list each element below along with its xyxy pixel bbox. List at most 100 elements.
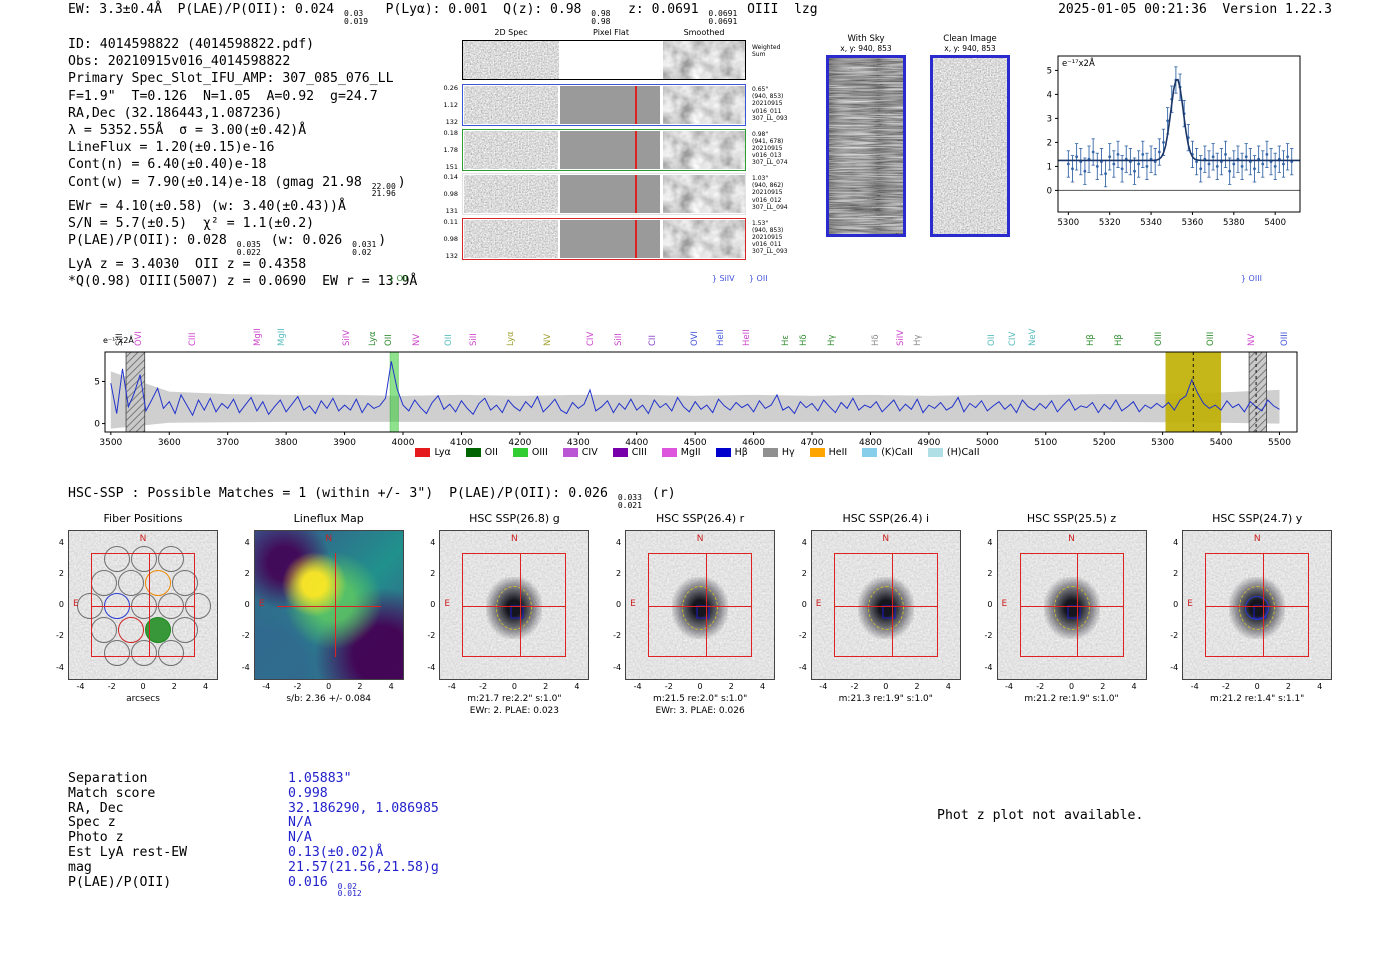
panel-caption: m:21.3 re:1.9" s:1.0" bbox=[838, 694, 933, 704]
x-tick-label: 4 bbox=[202, 682, 209, 691]
crosshair-vertical bbox=[334, 553, 336, 657]
noise-texture bbox=[464, 175, 558, 213]
x-tick-label: 4 bbox=[1131, 682, 1137, 691]
legend-label: Hβ bbox=[734, 447, 748, 458]
legend-item-civ: CIV bbox=[562, 447, 598, 458]
fiber-weight-value: 151 bbox=[445, 162, 458, 171]
legend-color-swatch bbox=[562, 448, 578, 457]
table-row-label: Separation bbox=[68, 771, 148, 786]
spectrum-y-axis-label: e⁻¹⁷x2Å bbox=[103, 336, 134, 345]
line-label-lyα: Lyα bbox=[368, 331, 379, 346]
svg-text:5300: 5300 bbox=[1058, 218, 1080, 228]
x-tick-label: 2 bbox=[1100, 682, 1106, 691]
fiber-pixelflat-image bbox=[560, 86, 660, 124]
panel-caption: m:21.2 re:1.9" s:1.0" bbox=[1024, 694, 1119, 704]
svg-text:4200: 4200 bbox=[508, 438, 531, 448]
x-tick-label: -4 bbox=[447, 682, 456, 691]
legend-color-swatch bbox=[415, 448, 431, 457]
line-label-heii: HeII bbox=[715, 329, 726, 346]
panel-title: HSC SSP(26.8) g bbox=[469, 512, 560, 525]
y-tick-label: 4 bbox=[244, 537, 250, 547]
legend-label: (H)CaII bbox=[946, 447, 980, 458]
y-tick-label: 2 bbox=[430, 568, 436, 578]
panel-title: Lineflux Map bbox=[293, 512, 364, 525]
table-row-label: Spec z bbox=[68, 815, 116, 831]
svg-text:0: 0 bbox=[1047, 186, 1052, 196]
info-line: Primary Spec_Slot_IFU_AMP: 307_085_076_L… bbox=[68, 71, 394, 87]
y-tick-label: 0 bbox=[244, 600, 250, 609]
fiber-weight-value: 0.18 bbox=[443, 128, 458, 137]
stacked-uncertainty: 0.98 0.98 bbox=[591, 10, 610, 25]
uncertainty-hi: 22.00 bbox=[371, 181, 396, 191]
panel-caption: EWr: 3. PLAE: 0.026 bbox=[655, 706, 745, 716]
panel-title: HSC SSP(25.5) z bbox=[1026, 512, 1117, 525]
legend-label: CIV bbox=[581, 447, 598, 458]
table-row-value: 0.016 0.02 0.012 bbox=[288, 874, 362, 899]
x-tick-label: -2 bbox=[107, 682, 116, 691]
line-label-nv: NV bbox=[1247, 333, 1258, 346]
fiber-pixelflat-image bbox=[560, 130, 660, 169]
fiber-weight-value: 1.78 bbox=[443, 145, 458, 154]
info-line: λ = 5352.55Å σ = 3.00(±0.42)Å bbox=[68, 123, 307, 139]
info-line: LineFlux = 1.20(±0.15)e-16 bbox=[68, 140, 275, 156]
compass-north-label: N bbox=[325, 534, 333, 544]
table-row-label: Match score bbox=[68, 785, 156, 801]
panel-caption: s/b: 2.36 +/- 0.084 bbox=[286, 694, 372, 704]
legend-label: HeII bbox=[828, 447, 848, 458]
legend-item-mgii: MgII bbox=[661, 447, 701, 458]
table-row-value: 21.57(21.56,21.58)g bbox=[288, 859, 439, 875]
panel-caption: m:21.2 re:1.4" s:1.1" bbox=[1210, 694, 1305, 704]
x-tick-label: 4 bbox=[760, 682, 766, 691]
line-group-label: } OII bbox=[748, 274, 768, 283]
table-row-value: 0.998 bbox=[288, 785, 328, 801]
x-tick-label: 2 bbox=[171, 682, 177, 691]
table-row-label: RA, Dec bbox=[68, 800, 124, 816]
fiber-weight-value: 132 bbox=[445, 251, 458, 260]
line-label-nev: NeV bbox=[1027, 328, 1038, 346]
legend-item-kcaii: (K)CaII bbox=[862, 447, 913, 458]
panel-caption: arcsecs bbox=[126, 694, 160, 704]
y-tick-label: -2 bbox=[798, 631, 807, 641]
svg-text:0: 0 bbox=[94, 420, 100, 430]
legend-label: Lyα bbox=[434, 447, 451, 458]
stacked-uncertainty: 0.031 0.02 bbox=[352, 241, 376, 256]
x-tick-label: -2 bbox=[293, 682, 302, 691]
svg-text:3700: 3700 bbox=[216, 438, 239, 448]
x-tick-label: -4 bbox=[633, 682, 642, 691]
full-spectrum-svg: 3500 3600 3700 3800 3900 4000 4100 4200 4300 4400… bbox=[94, 351, 1298, 448]
stacked-uncertainty: 0.02 0.012 bbox=[337, 881, 362, 898]
y-tick-label: -4 bbox=[613, 662, 622, 672]
line-fit-zoom-plot: 5300 5320 5340 5360 5380 5400 0 1 2 3 4 5 e⁻¹⁷x2Å bbox=[1018, 44, 1308, 244]
svg-text:3600: 3600 bbox=[158, 438, 181, 448]
svg-text:e⁻¹⁷x2Å: e⁻¹⁷x2Å bbox=[1062, 57, 1095, 69]
x-tick-label: 0 bbox=[697, 682, 703, 691]
legend-item-oii: OII bbox=[465, 447, 498, 458]
uncertainty-lo: 21.96 bbox=[371, 189, 396, 199]
line-label-hβ: Hβ bbox=[1085, 334, 1096, 346]
line-label-hε: Hε bbox=[780, 335, 791, 346]
fiber-smoothed-image bbox=[663, 130, 745, 169]
fiber-2dspec-image bbox=[464, 86, 558, 124]
legend-label: CIII bbox=[631, 447, 647, 458]
panel-caption: m:21.7 re:2.2" s:1.0" bbox=[467, 694, 562, 704]
fiber-weight-value: 0.11 bbox=[443, 217, 458, 226]
panel-caption: m:21.5 re:2.0" s:1.0" bbox=[652, 694, 748, 704]
fiber-2dspec-image bbox=[464, 219, 558, 258]
legend-label: OII bbox=[484, 447, 498, 458]
line-label-nv: NV bbox=[411, 333, 422, 346]
legend-color-swatch bbox=[715, 448, 731, 457]
fiber-row-weights: 0.14 0.98 131 bbox=[430, 173, 458, 215]
legend-label: MgII bbox=[680, 447, 701, 458]
line-label-hδ: Hδ bbox=[870, 334, 881, 346]
line-fit-zoom-svg: 5300 5320 5340 5360 5380 5400 0 1 2 3 4 5 e⁻¹⁷x2Å bbox=[1047, 55, 1301, 228]
uncertainty-hi: 0.02 bbox=[337, 881, 357, 891]
line-label-oii: OII bbox=[986, 334, 997, 346]
info-line: ID: 4014598822 (4014598822.pdf) bbox=[68, 37, 315, 52]
cutout-panels-row: Fiber Positions N E -4 -4 -2 -2 0 0 2 2 4 4 arcsecs Li… bbox=[0, 512, 1400, 732]
info-line: Cont(n) = 6.40(±0.40)e-18 bbox=[68, 157, 267, 173]
line-label-oiii: OIII bbox=[1279, 331, 1290, 346]
y-tick-label: 0 bbox=[430, 600, 436, 609]
svg-text:5100: 5100 bbox=[1034, 438, 1057, 448]
y-tick-label: -2 bbox=[427, 631, 436, 641]
